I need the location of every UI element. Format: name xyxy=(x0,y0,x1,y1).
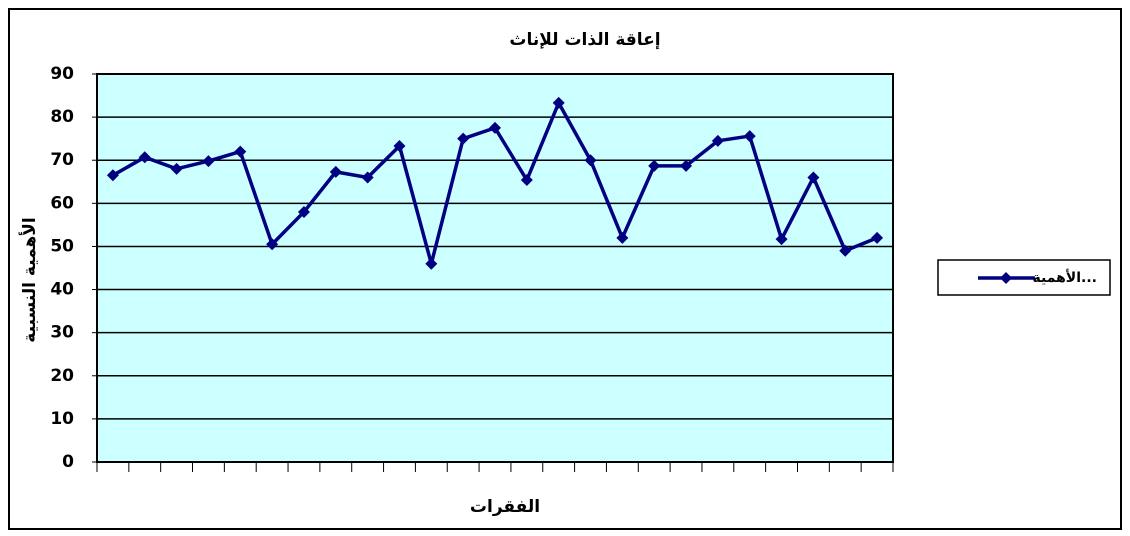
data-point xyxy=(106,169,119,182)
data-point xyxy=(520,174,533,187)
x-axis-title: الفقرات xyxy=(470,497,540,517)
data-point xyxy=(202,155,215,168)
data-point xyxy=(170,162,183,175)
data-point xyxy=(489,121,501,134)
data-point xyxy=(393,139,406,152)
data-point xyxy=(680,159,693,172)
data-point xyxy=(425,257,438,270)
legend-swatch-marker xyxy=(1000,272,1012,284)
data-point xyxy=(584,154,597,167)
data-point xyxy=(839,244,852,257)
data-point xyxy=(648,159,661,172)
data-point xyxy=(266,238,279,251)
y-tick-label: 90 xyxy=(50,64,74,84)
y-axis-title: الأهمية النسبية xyxy=(19,217,40,342)
y-tick-label: 60 xyxy=(50,193,74,213)
data-point xyxy=(297,205,310,218)
data-point xyxy=(457,132,470,145)
data-point xyxy=(138,151,151,164)
data-point xyxy=(329,165,342,178)
data-point xyxy=(711,134,724,147)
legend-label: الأهمية... xyxy=(1033,269,1098,286)
data-point xyxy=(552,96,565,109)
y-tick-label: 40 xyxy=(50,280,74,300)
y-tick-label: 0 xyxy=(62,452,74,472)
chart-title: إعاقة الذات للإناث xyxy=(509,30,660,50)
data-point xyxy=(871,231,884,244)
data-point xyxy=(807,171,820,184)
data-point xyxy=(775,233,788,246)
y-tick-label: 30 xyxy=(50,323,74,343)
data-point xyxy=(361,171,374,184)
y-tick-label: 80 xyxy=(50,107,74,127)
y-tick-label: 70 xyxy=(50,150,74,170)
plot-area xyxy=(97,74,893,462)
plot-border xyxy=(96,73,894,463)
data-point xyxy=(234,145,247,158)
y-tick-label: 50 xyxy=(50,236,74,256)
data-point xyxy=(743,130,756,143)
data-point xyxy=(616,231,629,244)
y-tick-label: 10 xyxy=(50,409,74,429)
y-tick-label: 20 xyxy=(50,366,74,386)
